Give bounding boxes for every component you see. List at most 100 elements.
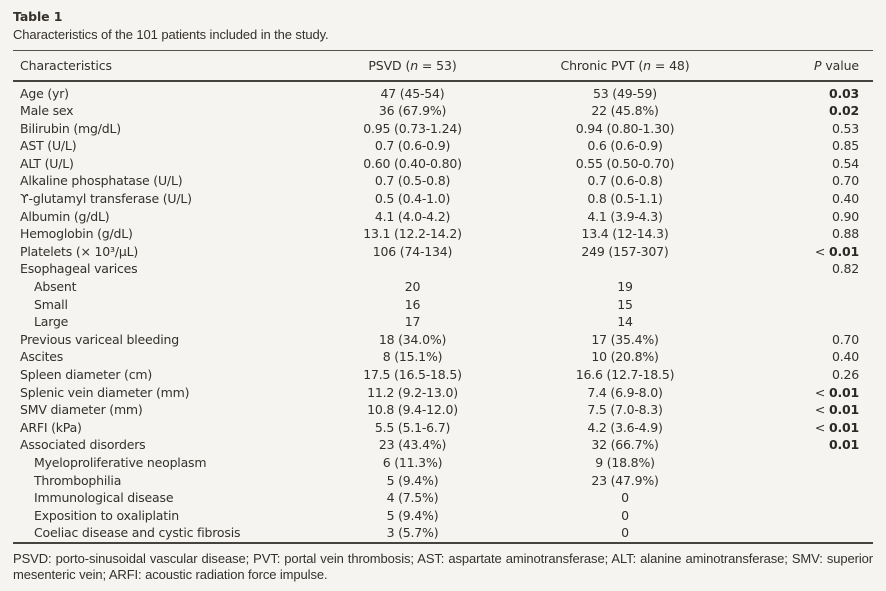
pvt-value: 7.5 (7.0-8.3) — [587, 402, 663, 418]
p-number: 0.26 — [831, 367, 859, 382]
table-row: Absent 20 19 — [13, 278, 873, 296]
table-body: Age (yr) 47 (45-54) 53 (49-59) 0.03 Male sex… — [13, 81, 873, 543]
table-row: Bilirubin (mg/dL) 0.95 (0.73-1.24) 0.94 (0… — [13, 120, 873, 138]
psvd-value: 13.1 (12.2-14.2) — [363, 226, 462, 242]
pvt-value — [495, 260, 755, 278]
psvd-value: 4 (7.5%) — [386, 490, 439, 506]
pvt-value: 15 — [617, 296, 633, 312]
psvd-value: 0.60 (0.40-0.80) — [363, 155, 462, 171]
header-psvd-n: n — [410, 57, 419, 73]
header-characteristics: Characteristics — [13, 50, 330, 82]
table-row: AST (U/L) 0.7 (0.6-0.9) 0.6 (0.6-0.9) 0.85 — [13, 137, 873, 155]
row-label: Ascites — [20, 349, 64, 365]
p-value — [755, 313, 873, 331]
p-number: 0.82 — [831, 261, 859, 277]
table-row: Age (yr) 47 (45-54) 53 (49-59) 0.03 — [13, 81, 873, 103]
p-number: 0.01 — [828, 384, 859, 400]
table-row: Previous variceal bleeding 18 (34.0%) 17 (… — [13, 331, 873, 349]
p-value: 0.53 — [755, 120, 873, 138]
p-number: 0.40 — [831, 349, 859, 365]
pvt-value: 14 — [617, 314, 633, 330]
row-label: ϒ-glutamyl transferase (U/L) — [20, 191, 192, 207]
pvt-value: 22 (45.8%) — [591, 103, 659, 119]
psvd-value: 5 (9.4%) — [386, 472, 439, 488]
p-number: 0.01 — [828, 437, 859, 453]
pvt-value: 4.1 (3.9-4.3) — [587, 208, 663, 224]
p-value: 0.01 — [755, 436, 873, 454]
p-number: 0.85 — [831, 138, 859, 154]
psvd-value: 36 (67.9%) — [378, 103, 447, 119]
psvd-value: 6 (11.3%) — [382, 454, 443, 470]
psvd-value: 5 (9.4%) — [386, 507, 439, 523]
table-row: Immunological disease 4 (7.5%) 0 — [13, 489, 873, 507]
psvd-value: 23 (43.4%) — [378, 437, 447, 453]
p-value: 0.54 — [755, 155, 873, 173]
table-row: ARFI (kPa) 5.5 (5.1-6.7) 4.2 (3.6-4.9) < 0.… — [13, 419, 873, 437]
table-row: Large 17 14 — [13, 313, 873, 331]
header-p-value: P value — [755, 50, 873, 82]
characteristics-table: Characteristics PSVD (n = 53) Chronic PV… — [13, 50, 873, 544]
p-number: 0.01 — [828, 243, 859, 259]
pvt-value: 13.4 (12-14.3) — [581, 226, 669, 242]
p-value — [755, 507, 873, 525]
pvt-value: 0.7 (0.6-0.8) — [587, 173, 663, 189]
pvt-value: 53 (49-59) — [593, 85, 657, 101]
psvd-value — [330, 260, 495, 278]
row-label: Alkaline phosphatase (U/L) — [20, 173, 183, 189]
p-value: 0.82 — [755, 260, 873, 278]
table-row: Spleen diameter (cm) 17.5 (16.5-18.5) 16.6… — [13, 366, 873, 384]
psvd-value: 0.5 (0.4-1.0) — [374, 191, 451, 207]
pvt-value: 4.2 (3.6-4.9) — [587, 419, 663, 435]
pvt-value: 9 (18.8%) — [595, 454, 655, 470]
row-label: Age (yr) — [20, 85, 69, 101]
p-number: 0.70 — [831, 173, 859, 189]
table-row: Splenic vein diameter (mm) 11.2 (9.2-13.0… — [13, 384, 873, 402]
row-label: Coeliac disease and cystic fibrosis — [34, 525, 241, 541]
table-header: Characteristics PSVD (n = 53) Chronic PV… — [13, 50, 873, 82]
header-psvd-pre: PSVD ( — [368, 57, 411, 73]
pvt-value: 0 — [621, 525, 629, 541]
row-label: AST (U/L) — [20, 138, 77, 154]
p-number: 0.40 — [831, 191, 859, 207]
p-number: 0.02 — [828, 103, 859, 119]
p-value: 0.26 — [755, 366, 873, 384]
table-row: ϒ-glutamyl transferase (U/L) 0.5 (0.4-1.0… — [13, 190, 873, 208]
table-row: Associated disorders 23 (43.4%) 32 (66.7%)… — [13, 436, 873, 454]
header-row: Characteristics PSVD (n = 53) Chronic PV… — [13, 50, 873, 82]
table-row: Ascites 8 (15.1%) 10 (20.8%) 0.40 — [13, 348, 873, 366]
psvd-value: 0.7 (0.6-0.9) — [374, 138, 451, 154]
header-p-italic: P — [814, 57, 822, 73]
p-number: 0.90 — [831, 208, 859, 224]
less-than-sign: < — [814, 402, 829, 418]
row-label: Esophageal varices — [20, 261, 138, 277]
table-row: SMV diameter (mm) 10.8 (9.4-12.0) 7.5 (7.0… — [13, 401, 873, 419]
row-label: Myeloproliferative neoplasm — [34, 454, 207, 470]
header-chronic-pvt: Chronic PVT (n = 48) — [495, 50, 755, 82]
p-value — [755, 296, 873, 314]
table-row: Exposition to oxaliplatin 5 (9.4%) 0 — [13, 507, 873, 525]
p-value — [755, 472, 873, 490]
header-p-rest: value — [821, 57, 859, 73]
p-number: 0.54 — [831, 155, 859, 171]
psvd-value: 20 — [404, 279, 421, 295]
pvt-value: 16.6 (12.7-18.5) — [575, 367, 675, 382]
p-number: 0.70 — [831, 331, 859, 347]
psvd-value: 47 (45-54) — [380, 85, 445, 101]
row-label: Large — [34, 314, 69, 330]
table-row: Thrombophilia 5 (9.4%) 23 (47.9%) — [13, 472, 873, 490]
less-than-sign: < — [814, 419, 829, 435]
psvd-value: 10.8 (9.4-12.0) — [367, 402, 458, 418]
row-label: Platelets (× 10³/μL) — [20, 243, 139, 259]
p-number: 0.01 — [828, 419, 859, 435]
p-value: < 0.01 — [755, 384, 873, 402]
psvd-value: 5.5 (5.1-6.7) — [374, 419, 451, 435]
p-value: 0.70 — [755, 172, 873, 190]
p-number: 0.88 — [831, 226, 859, 242]
row-label: Thrombophilia — [34, 472, 122, 488]
table-row: Coeliac disease and cystic fibrosis 3 (5.… — [13, 524, 873, 543]
psvd-value: 106 (74-134) — [372, 243, 453, 259]
table-row: ALT (U/L) 0.60 (0.40-0.80) 0.55 (0.50-0.70… — [13, 155, 873, 173]
row-label: Absent — [34, 279, 77, 295]
p-value: 0.90 — [755, 208, 873, 226]
